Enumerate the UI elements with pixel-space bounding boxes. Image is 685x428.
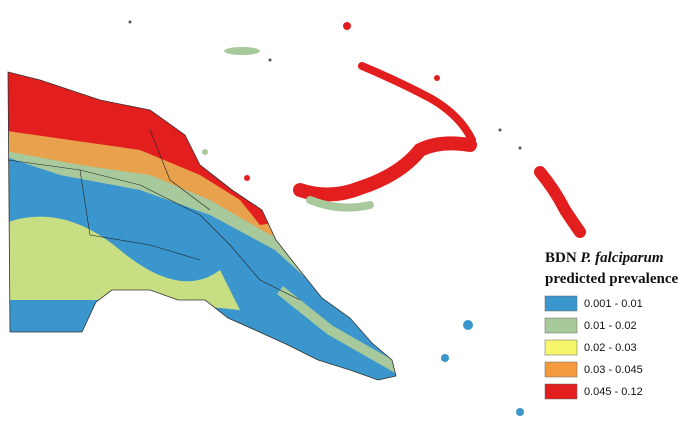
- new-ireland: [358, 62, 476, 144]
- legend: 0.001 - 0.01 0.01 - 0.02 0.02 - 0.03 0.03 -…: [544, 295, 643, 400]
- legend-label: 0.02 - 0.03: [584, 342, 637, 354]
- coastline: [7, 71, 397, 381]
- legend-swatch: [544, 339, 578, 356]
- legend-title-prefix: BDN: [545, 250, 577, 266]
- bougainville: [534, 166, 586, 238]
- legend-swatch: [544, 317, 578, 334]
- legend-title-species: P. falciparum: [580, 250, 663, 266]
- legend-title-line2: predicted prevalence: [545, 271, 679, 287]
- province-borders: [7, 129, 301, 301]
- legend-title: BDN P. falciparum: [545, 250, 664, 266]
- legend-swatch: [544, 295, 578, 312]
- legend-label: 0.01 - 0.02: [584, 320, 637, 332]
- legend-swatch: [544, 361, 578, 378]
- legend-swatch: [544, 383, 578, 400]
- small-islands: [128, 20, 524, 416]
- manus: [224, 47, 260, 55]
- new-britain: [293, 136, 477, 202]
- new-britain-south: [306, 196, 374, 212]
- legend-label: 0.045 - 0.12: [584, 386, 643, 398]
- legend-label: 0.03 - 0.045: [584, 364, 643, 376]
- legend-label: 0.001 - 0.01: [584, 298, 643, 310]
